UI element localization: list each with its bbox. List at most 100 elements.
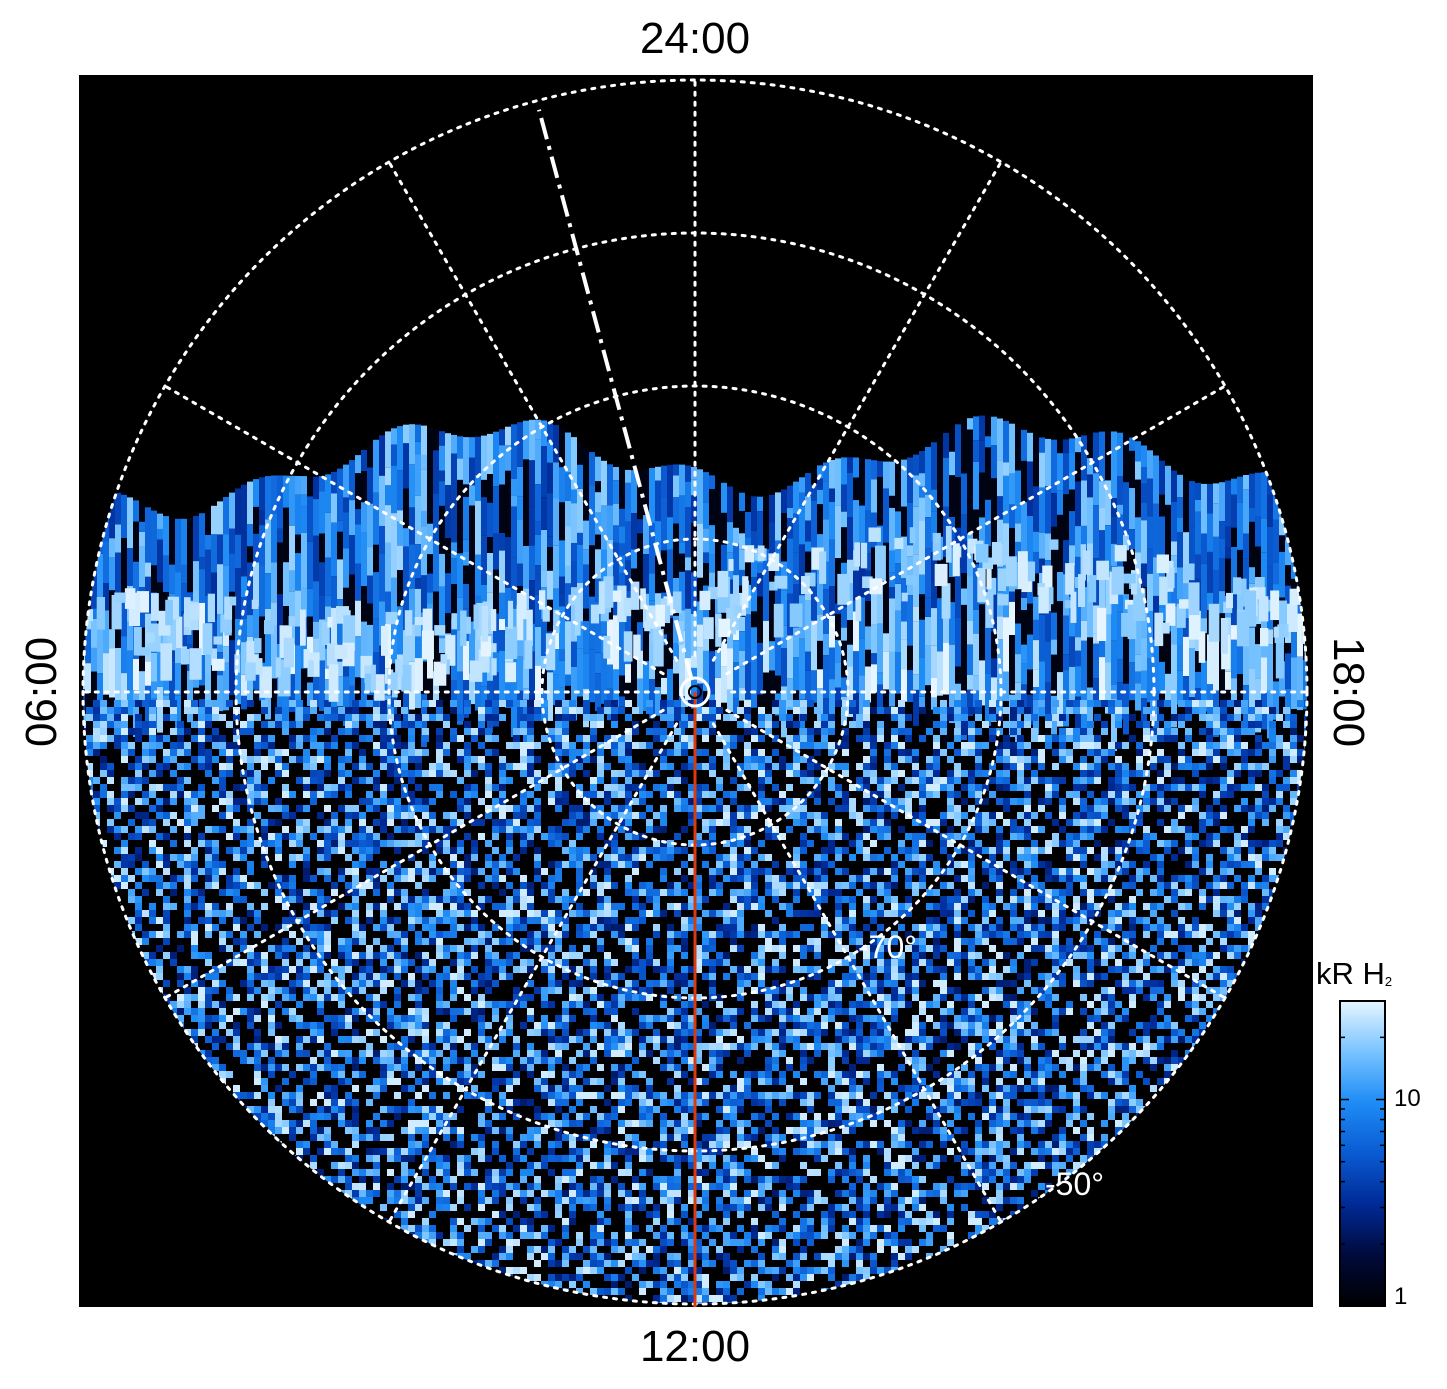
emission-cell — [1122, 812, 1129, 819]
emission-cell — [842, 791, 849, 798]
emission-cell — [359, 854, 366, 861]
emission-cell — [128, 700, 135, 707]
emission-cell — [1150, 833, 1157, 840]
emission-cell — [744, 826, 751, 833]
emission-cell — [646, 728, 653, 735]
emission-cell — [142, 728, 149, 735]
emission-cell — [1136, 840, 1143, 847]
emission-cell — [979, 660, 985, 706]
emission-cell — [443, 840, 450, 847]
emission-cell — [1234, 840, 1241, 847]
emission-cell — [859, 597, 865, 639]
emission-cell — [135, 826, 142, 833]
emission-cell — [114, 875, 121, 882]
emission-cell — [254, 770, 261, 777]
emission-cell — [583, 924, 590, 931]
emission-cell — [685, 465, 691, 482]
emission-cell — [534, 700, 541, 707]
emission-cell — [1183, 636, 1189, 677]
emission-cell — [1080, 875, 1087, 882]
emission-cell — [1255, 798, 1262, 805]
emission-cell — [1171, 714, 1178, 721]
emission-cell — [450, 896, 457, 903]
emission-cell — [1039, 532, 1045, 559]
emission-cell — [485, 707, 492, 714]
emission-cell — [1031, 756, 1038, 763]
emission-cell — [100, 728, 107, 735]
emission-cell — [681, 826, 688, 833]
emission-cell — [793, 805, 800, 812]
emission-cell — [1009, 504, 1015, 529]
emission-cell — [184, 903, 191, 910]
emission-cell — [1057, 572, 1063, 602]
emission-cell — [1063, 615, 1069, 655]
emission-cell — [625, 854, 632, 861]
emission-cell — [901, 621, 907, 640]
emission-cell — [121, 826, 128, 833]
emission-cell — [595, 456, 601, 482]
emission-cell — [307, 496, 313, 542]
emission-cell — [463, 539, 469, 552]
emission-cell — [1080, 707, 1087, 714]
emission-cell — [611, 805, 618, 812]
emission-cell — [157, 529, 163, 540]
emission-cell — [1052, 791, 1059, 798]
emission-cell — [415, 868, 422, 875]
emission-cell — [853, 570, 859, 601]
emission-cell — [996, 784, 1003, 791]
emission-cell — [385, 485, 391, 506]
emission-cell — [1225, 671, 1231, 690]
emission-cell — [625, 664, 631, 683]
emission-cell — [1093, 432, 1099, 474]
emission-cell — [835, 700, 842, 707]
emission-cell — [555, 721, 562, 728]
emission-cell — [925, 517, 931, 549]
emission-cell — [829, 679, 835, 723]
emission-cell — [625, 777, 632, 784]
emission-cell — [1262, 707, 1269, 714]
emission-cell — [828, 798, 835, 805]
emission-cell — [989, 763, 996, 770]
emission-cell — [338, 875, 345, 882]
emission-cell — [296, 826, 303, 833]
emission-cell — [1094, 735, 1101, 742]
emission-cell — [366, 826, 373, 833]
emission-cell — [529, 460, 535, 507]
emission-cell — [940, 784, 947, 791]
emission-cell — [1241, 756, 1248, 763]
emission-cell — [1304, 714, 1307, 721]
emission-cell — [548, 896, 555, 903]
emission-cell — [769, 610, 775, 642]
emission-cell — [457, 875, 464, 882]
emission-cell — [415, 454, 421, 496]
emission-cell — [1255, 749, 1262, 756]
emission-cell — [527, 700, 534, 707]
emission-cell — [660, 910, 667, 917]
emission-cell — [184, 896, 191, 903]
emission-cell — [379, 475, 385, 526]
emission-cell — [1066, 728, 1073, 735]
emission-cell — [301, 506, 307, 533]
emission-cell — [829, 502, 835, 540]
emission-cell — [821, 819, 828, 826]
emission-cell — [1157, 791, 1164, 798]
emission-cell — [1135, 461, 1141, 480]
emission-cell — [835, 833, 842, 840]
emission-cell — [457, 896, 464, 903]
emission-cell — [184, 924, 191, 931]
emission-cell — [199, 569, 205, 603]
emission-cell — [103, 541, 109, 584]
emission-cell — [807, 826, 814, 833]
emission-cell — [1031, 714, 1038, 721]
emission-cell — [961, 514, 967, 541]
emission-cell — [1066, 749, 1073, 756]
emission-cell — [1206, 714, 1213, 721]
emission-cell — [905, 756, 912, 763]
emission-cell — [1094, 826, 1101, 833]
emission-cell — [973, 440, 979, 462]
emission-cell — [394, 700, 401, 707]
emission-cell — [93, 798, 100, 805]
emission-cell — [814, 826, 821, 833]
emission-cell — [555, 868, 562, 875]
emission-cell — [443, 742, 450, 749]
